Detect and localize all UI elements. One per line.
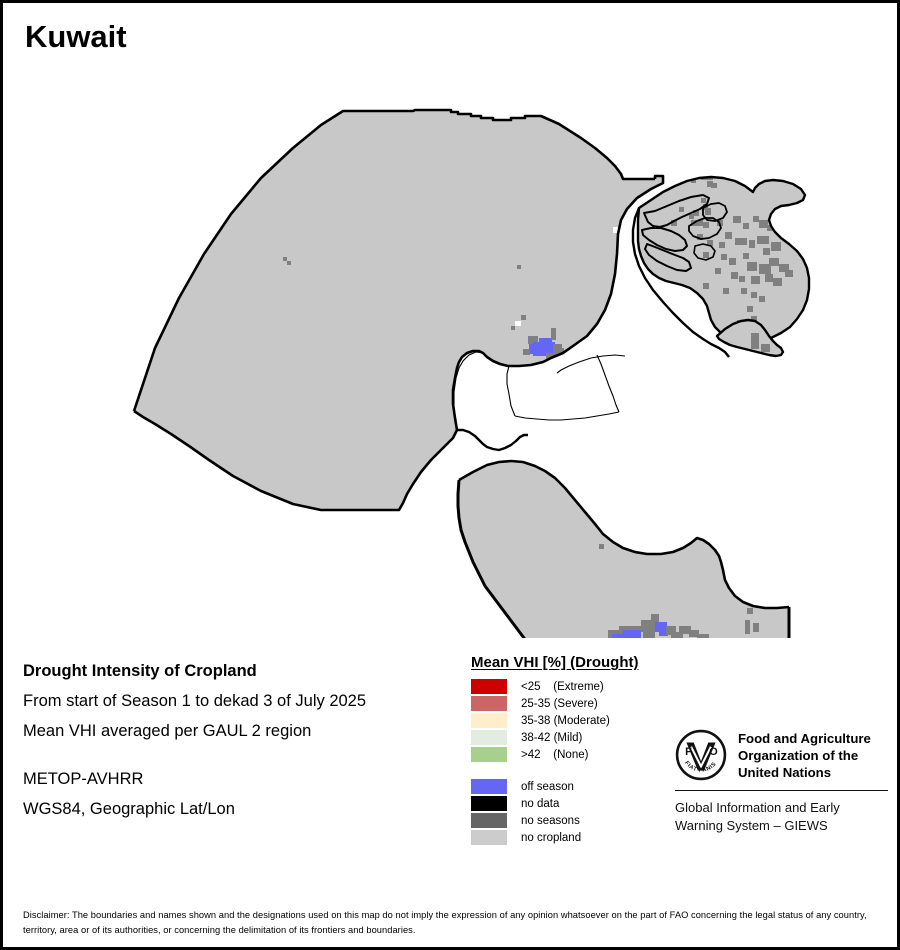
legend-label-severe: 25-35 (Severe) <box>521 697 598 710</box>
bubiyan-creek-3 <box>688 217 722 240</box>
bubiyan-creek-2 <box>641 227 688 252</box>
no-cropland-swatch <box>471 830 507 845</box>
severe-swatch <box>471 696 507 711</box>
giews-name: Global Information and Early Warning Sys… <box>675 799 890 834</box>
fao-divider <box>675 790 888 791</box>
fao-organization-name: Food and Agriculture Organization of the… <box>738 729 871 781</box>
mainland-coast-outline <box>451 174 665 431</box>
legend-label-no-seasons: no seasons <box>521 814 580 827</box>
legend-heading: Mean VHI [%] (Drought) <box>471 654 639 671</box>
fao-name-line-3: United Nations <box>738 765 832 780</box>
mainland-outline <box>132 108 655 412</box>
svg-text:O: O <box>709 746 718 758</box>
admin-boundary-hawalli <box>596 354 620 413</box>
admin-boundary-capital <box>556 354 626 374</box>
disclaimer-text: Disclaimer: The boundaries and names sho… <box>23 910 867 935</box>
caption-aggregation: Mean VHI averaged per GAUL 2 region <box>23 722 312 740</box>
legend-label-moderate: 35-38 (Moderate) <box>521 714 610 727</box>
no-data-swatch <box>471 796 507 811</box>
legend-row-mild[interactable]: 38-42 (Mild) <box>471 729 681 746</box>
mild-swatch <box>471 730 507 745</box>
legend-row-no-seasons[interactable]: no seasons <box>471 812 681 829</box>
fao-name-line-1: Food and Agriculture <box>738 731 871 746</box>
bubiyan-island-region[interactable] <box>636 171 811 344</box>
southern-region[interactable] <box>456 459 791 638</box>
svg-text:F: F <box>685 746 692 758</box>
off-season-cluster-north <box>540 110 572 118</box>
bubiyan-creek-lines <box>643 194 710 228</box>
moderate-swatch <box>471 713 507 728</box>
giews-line-1: Global Information and Early <box>675 800 840 815</box>
kuwait-bay-coast <box>457 428 528 452</box>
legend-label-no-data: no data <box>521 797 560 810</box>
caption-projection: WGS84, Geographic Lat/Lon <box>23 800 235 818</box>
bubiyan-west-channel <box>631 207 730 358</box>
fao-header: F A O FIAT PANIS Food and Agriculture Or… <box>675 729 890 781</box>
mainland-fill <box>134 110 663 510</box>
bubiyan-creek-6 <box>693 243 716 261</box>
admin-boundary-ahmadi <box>506 365 516 417</box>
mainland-south-outline <box>133 409 459 512</box>
fao-name-line-2: Organization of the <box>738 748 859 763</box>
admin-boundary-central <box>453 351 484 431</box>
mainland-region[interactable] <box>132 62 665 512</box>
failaka-outline <box>715 318 785 358</box>
page-title: Kuwait <box>25 19 127 54</box>
none-swatch <box>471 747 507 762</box>
extreme-swatch <box>471 679 507 694</box>
caption-heading: Drought Intensity of Cropland <box>23 662 257 680</box>
legend-row-no-cropland[interactable]: no cropland <box>471 829 681 846</box>
legend-label-no-cropland: no cropland <box>521 831 582 844</box>
legend-label-extreme: <25 (Extreme) <box>521 680 604 693</box>
legend-label-off-season: off season <box>521 780 574 793</box>
off-season-cluster-south <box>608 614 709 638</box>
legend-spacer <box>471 763 681 778</box>
caption-period: From start of Season 1 to dekad 3 of Jul… <box>23 692 367 710</box>
bubiyan-creek-4 <box>702 202 728 222</box>
no-seasons-swatch <box>471 813 507 828</box>
legend-row-none[interactable]: >42 (None) <box>471 746 681 763</box>
legend: Mean VHI [%] (Drought) <25 (Extreme) 25-… <box>471 654 681 846</box>
fao-branding-block: F A O FIAT PANIS Food and Agriculture Or… <box>675 729 890 834</box>
kuwait-choropleth-map[interactable] <box>3 48 897 638</box>
legend-label-none: >42 (None) <box>521 748 589 761</box>
failaka-island-region[interactable] <box>715 318 785 358</box>
admin-boundary-farwaniya <box>514 411 620 421</box>
legend-row-off-season[interactable]: off season <box>471 778 681 795</box>
southern-border-outline <box>456 479 791 638</box>
giews-line-2: Warning System – GIEWS <box>675 817 828 833</box>
bubiyan-creek-5 <box>644 243 692 272</box>
admin-boundaries <box>453 351 626 431</box>
off-season-swatch <box>471 779 507 794</box>
legend-row-extreme[interactable]: <25 (Extreme) <box>471 678 681 695</box>
failaka-cropland-pixels <box>751 333 770 352</box>
map-caption-block: Drought Intensity of Cropland From start… <box>23 656 453 824</box>
southern-outline <box>458 459 790 610</box>
caption-sensor: METOP-AVHRR <box>23 770 144 788</box>
legend-row-moderate[interactable]: 35-38 (Moderate) <box>471 712 681 729</box>
caption-spacer <box>23 746 453 764</box>
fao-logo-icon: F A O FIAT PANIS <box>675 729 727 781</box>
bubiyan-outline <box>636 175 811 344</box>
legend-row-no-data[interactable]: no data <box>471 795 681 812</box>
svg-text:A: A <box>697 742 705 753</box>
legend-row-severe[interactable]: 25-35 (Severe) <box>471 695 681 712</box>
legend-label-mild: 38-42 (Mild) <box>521 731 583 744</box>
